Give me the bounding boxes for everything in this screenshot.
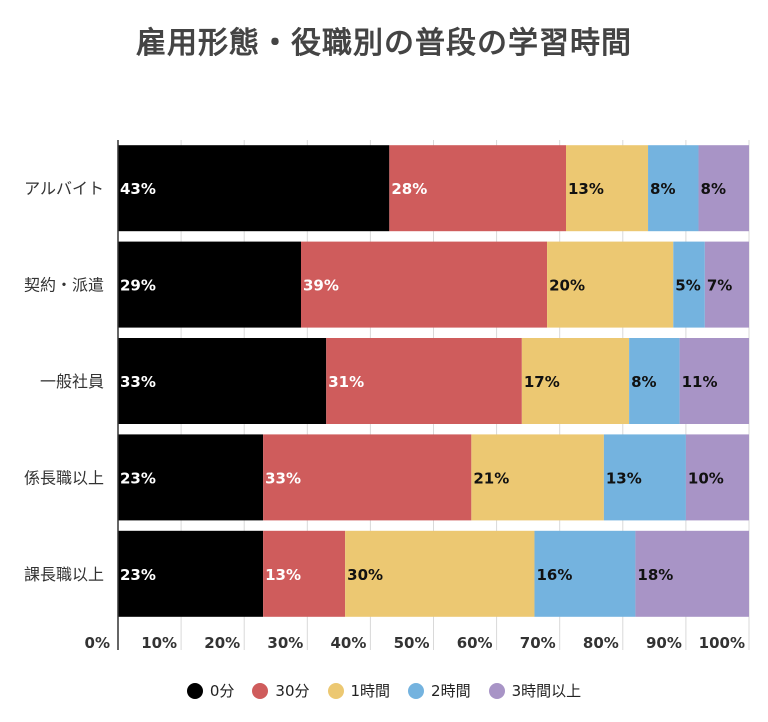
category-label: 係長職以上 [24, 468, 104, 487]
bar-segment [547, 241, 674, 328]
data-label: 11% [682, 373, 718, 391]
bar-segment [698, 145, 749, 232]
bar-segment [534, 530, 636, 617]
data-label: 10% [688, 469, 724, 487]
bar-segment [345, 530, 535, 617]
data-label: 5% [675, 277, 700, 295]
data-label: 8% [650, 180, 675, 198]
legend: 0分 30分 1時間 2時間 3時間以上 [0, 680, 768, 701]
bar-segment [679, 338, 749, 424]
legend-swatch [252, 682, 269, 699]
x-tick-label: 60% [457, 634, 493, 652]
legend-swatch [488, 682, 505, 699]
legend-swatch [327, 682, 344, 699]
bar-segment [566, 145, 649, 232]
legend-item: 1時間 [327, 680, 391, 701]
chart-title: 雇用形態・役職別の普段の学習時間 [136, 26, 632, 61]
data-label: 29% [120, 277, 156, 295]
legend-label: 1時間 [350, 682, 391, 700]
bar-segment [118, 530, 264, 617]
bar-segment [263, 434, 472, 521]
x-tick-label: 70% [520, 634, 556, 652]
bar-segment [521, 338, 630, 424]
bar-segment [118, 241, 301, 328]
x-tick-label: 20% [204, 634, 240, 652]
data-label: 43% [120, 180, 156, 198]
data-label: 8% [631, 373, 656, 391]
category-label: アルバイト [24, 179, 104, 198]
data-label: 13% [606, 469, 642, 487]
data-label: 13% [568, 180, 604, 198]
bar-segment [629, 338, 680, 424]
legend-label: 0分 [209, 682, 235, 700]
bar-segment [635, 530, 749, 617]
x-tick-label: 100% [699, 634, 745, 652]
x-tick-label: 30% [267, 634, 303, 652]
x-tick-label: 40% [330, 634, 366, 652]
data-label: 8% [701, 180, 726, 198]
bar-segment [118, 434, 264, 521]
data-label: 28% [391, 180, 427, 198]
legend-item: 3時間以上 [488, 680, 582, 701]
data-label: 13% [265, 566, 301, 584]
legend-item: 30分 [252, 680, 310, 701]
legend-label: 3時間以上 [511, 682, 582, 700]
x-tick-label: 0% [85, 634, 110, 652]
bar-segment [118, 145, 390, 232]
data-label: 17% [524, 373, 560, 391]
legend-item: 0分 [186, 680, 235, 701]
category-label: 契約・派遣 [24, 276, 104, 295]
data-label: 33% [265, 469, 301, 487]
legend-swatch [408, 682, 425, 699]
data-label: 21% [473, 469, 509, 487]
x-tick-label: 90% [646, 634, 682, 652]
data-label: 18% [637, 566, 673, 584]
bar-segment [471, 434, 604, 521]
x-tick-label: 50% [394, 634, 430, 652]
bar-segment [704, 241, 749, 328]
bar-segment [685, 434, 749, 521]
data-label: 7% [707, 277, 732, 295]
bar-segment [603, 434, 686, 521]
bar-segment [118, 338, 327, 424]
data-label: 20% [549, 277, 585, 295]
data-label: 30% [347, 566, 383, 584]
legend-swatch [186, 682, 203, 699]
data-label: 23% [120, 469, 156, 487]
category-label: 課長職以上 [24, 565, 104, 584]
legend-label: 2時間 [431, 682, 471, 700]
legend-item: 2時間 [408, 680, 471, 701]
bar-segment [673, 241, 705, 328]
data-label: 39% [303, 277, 339, 295]
bar-segment [326, 338, 522, 424]
data-label: 33% [120, 373, 156, 391]
bar-segment [389, 145, 567, 232]
x-tick-label: 80% [583, 634, 619, 652]
data-label: 31% [328, 373, 364, 391]
x-tick-label: 10% [141, 634, 177, 652]
legend-label: 30分 [275, 682, 310, 700]
data-label: 23% [120, 566, 156, 584]
bar-segment [263, 530, 346, 617]
bar-segment [300, 241, 548, 328]
data-label: 16% [536, 566, 572, 584]
bar-segment [648, 145, 699, 232]
category-label: 一般社員 [40, 372, 104, 391]
